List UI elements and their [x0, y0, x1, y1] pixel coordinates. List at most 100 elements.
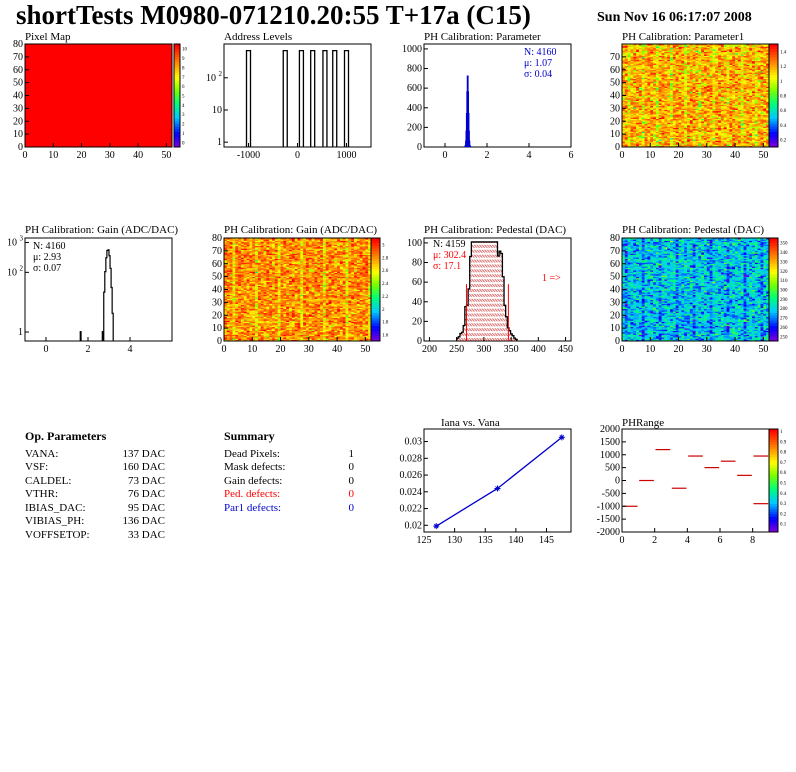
phpar1-zscale-bin	[769, 139, 778, 143]
phpar1-cell	[754, 107, 758, 109]
phpar1-cell	[737, 137, 742, 140]
phpar1-cell	[743, 65, 747, 68]
phpar1-cell	[720, 80, 725, 82]
phpar1-cell	[715, 69, 719, 72]
phpar1-cell	[636, 130, 640, 132]
phpar1-cell	[624, 96, 628, 99]
phpar1-cell	[743, 98, 747, 100]
phpar1-cell	[718, 83, 722, 86]
phpar1-cell	[675, 123, 679, 126]
phpar1-cell	[624, 127, 628, 130]
phpar1-cell	[709, 90, 713, 92]
gain2d-cell	[235, 270, 239, 272]
phpar1-cell	[729, 65, 733, 68]
phpar1-cell	[701, 128, 705, 131]
phpar1-cell	[718, 127, 722, 130]
phpar1-cell	[754, 98, 758, 100]
phpar1-cell	[655, 51, 660, 54]
phpar1-cell	[757, 116, 761, 118]
phpar1-cell	[684, 54, 688, 56]
phpar1-cell	[664, 69, 668, 72]
phpar1-cell	[655, 128, 660, 131]
phpar1-cell	[726, 99, 730, 101]
phpar1-cell	[672, 136, 677, 139]
phpar1-cell	[664, 96, 668, 99]
phpar1-cell	[732, 144, 736, 147]
phpar1-cell	[675, 44, 679, 46]
gain2d-cell	[240, 261, 245, 263]
pixelmap-ytick-label: 10	[13, 129, 23, 140]
phpar1-cell	[706, 71, 710, 73]
phpar1-cell	[661, 132, 665, 135]
phpar1-cell	[703, 47, 708, 50]
phpar1-cell	[622, 137, 626, 140]
gain2d-cell	[235, 312, 239, 315]
phpar1-cell	[718, 51, 722, 54]
phpar1-cell	[650, 109, 654, 112]
gain2d-cell	[235, 245, 239, 248]
phpar1-cell	[718, 81, 722, 83]
phpar1-cell	[633, 91, 637, 94]
phpar1-cell	[752, 46, 756, 49]
phpar1-cell	[706, 64, 710, 67]
phpar1-cell	[720, 49, 725, 51]
gain1d-ytick-label: 1	[18, 327, 23, 338]
phpar1-cell	[678, 122, 682, 125]
phpar1-cell	[723, 135, 727, 137]
phpar1-cell	[757, 78, 761, 81]
phpar1-cell	[627, 96, 631, 99]
phpar1-cell	[636, 83, 640, 86]
phpar1-cell	[638, 83, 643, 86]
phpar1-cell	[743, 44, 747, 46]
pixelmap-ztick-label: 10	[182, 48, 188, 53]
phpar1-cell	[746, 113, 750, 116]
phpar1-cell	[743, 119, 747, 122]
phpar1-cell	[655, 65, 660, 68]
phpar1-cell	[692, 56, 696, 59]
phpar1-cell	[681, 94, 685, 96]
gain2d-cell	[243, 324, 247, 326]
gain2d-cell	[226, 328, 230, 330]
phpar1-cell	[630, 46, 634, 49]
phpar1-cell	[715, 114, 719, 117]
phpar1-cell	[650, 98, 654, 100]
phpar1-cell	[706, 94, 710, 96]
phpar1-cell	[653, 86, 657, 89]
phpar1-cell	[743, 91, 747, 94]
phpar1-cell	[678, 82, 682, 85]
phpar1-cell	[687, 91, 691, 94]
phpar1-cell	[718, 78, 722, 81]
phpar1-cell	[746, 99, 750, 101]
phpar1-cell	[712, 69, 716, 72]
phpar1-cell	[633, 89, 637, 91]
phpar1-cell	[636, 126, 640, 128]
phpar1-cell	[763, 131, 767, 134]
phpar1-cell	[763, 53, 767, 55]
phpar1-ztick-label: 0.6	[780, 109, 787, 114]
phpar1-cell	[726, 81, 730, 83]
phpar1-cell	[650, 62, 654, 64]
phpar1-cell	[754, 82, 758, 85]
phpar1-cell	[729, 139, 733, 141]
gain2d-cell	[226, 308, 230, 311]
phpar1-cell	[633, 117, 637, 119]
phpar1-cell	[757, 71, 761, 73]
phpar1-cell	[630, 127, 634, 130]
phpar1-cell	[737, 69, 742, 72]
phpar1-cell	[655, 77, 660, 80]
phpar1-cell	[672, 114, 677, 117]
phpar1-cell	[627, 134, 631, 136]
phpar1-cell	[740, 117, 744, 119]
phpar1-cell	[661, 101, 665, 104]
phpar1-cell	[633, 136, 637, 139]
phpar1-cell	[687, 92, 691, 95]
phpar1-cell	[636, 91, 640, 94]
gain1d-stat: μ: 2.93	[33, 252, 61, 263]
phpar1-cell	[763, 90, 767, 92]
phpar1-cell	[766, 87, 770, 90]
phpar1-cell	[729, 137, 733, 140]
phpar1-cell	[692, 130, 696, 132]
gain2d-cell	[243, 313, 247, 316]
phpar1-cell	[701, 123, 705, 126]
phpar1-cell	[627, 89, 631, 91]
